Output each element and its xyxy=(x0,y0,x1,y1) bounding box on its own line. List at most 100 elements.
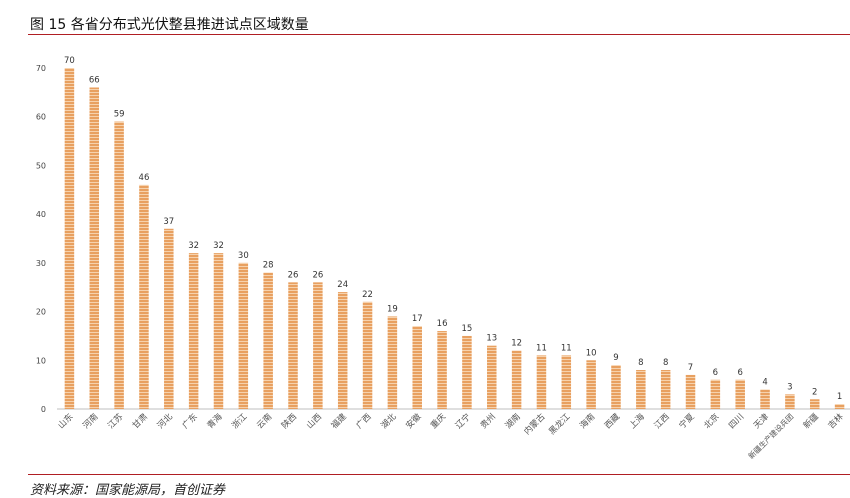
bar xyxy=(536,355,547,409)
category-label: 山西 xyxy=(304,411,324,431)
bar xyxy=(760,389,770,409)
bar xyxy=(412,326,422,409)
data-label: 28 xyxy=(263,261,274,271)
y-tick-label: 70 xyxy=(36,64,46,73)
data-label: 22 xyxy=(362,290,373,300)
data-label: 1 xyxy=(837,392,842,402)
y-tick-label: 0 xyxy=(41,405,46,414)
category-label: 江苏 xyxy=(105,411,125,431)
y-tick-label: 40 xyxy=(36,210,46,219)
bar xyxy=(188,253,199,409)
category-label: 西藏 xyxy=(602,411,622,431)
bar xyxy=(164,228,174,409)
bar xyxy=(785,394,795,409)
bar xyxy=(660,370,671,409)
data-label: 9 xyxy=(613,353,618,363)
category-label: 安徽 xyxy=(404,411,424,431)
bar xyxy=(636,370,646,409)
bar xyxy=(809,399,820,409)
bar xyxy=(586,360,596,409)
bar xyxy=(735,379,745,409)
data-label: 26 xyxy=(288,270,299,280)
category-label: 山东 xyxy=(56,411,76,431)
category-label: 湖南 xyxy=(503,411,523,431)
category-label: 辽宁 xyxy=(453,411,473,431)
data-label: 6 xyxy=(713,368,718,378)
data-label: 8 xyxy=(638,358,643,368)
bar xyxy=(487,345,497,409)
data-label: 7 xyxy=(688,363,693,373)
data-label: 8 xyxy=(663,358,668,368)
bar xyxy=(313,282,323,409)
data-label: 4 xyxy=(762,378,767,388)
bar xyxy=(685,374,696,409)
bar xyxy=(89,87,100,409)
category-label: 广东 xyxy=(180,411,200,431)
data-label: 30 xyxy=(238,251,249,261)
category-label: 甘肃 xyxy=(130,411,150,431)
bars xyxy=(64,68,845,409)
category-label: 广西 xyxy=(354,411,374,431)
bar xyxy=(238,262,249,409)
data-label: 13 xyxy=(486,334,497,344)
category-label: 贵州 xyxy=(478,411,498,431)
category-label: 重庆 xyxy=(428,411,448,431)
data-label: 66 xyxy=(89,75,100,85)
source-note: 资料来源：国家能源局，首创证券 xyxy=(30,483,226,498)
data-label: 10 xyxy=(586,348,597,358)
data-label: 37 xyxy=(163,217,174,227)
category-label: 湖北 xyxy=(379,412,398,431)
category-label: 河北 xyxy=(155,411,175,431)
bar xyxy=(362,301,373,409)
category-label: 四川 xyxy=(727,412,746,431)
footer-rule xyxy=(28,474,850,475)
data-label: 32 xyxy=(188,241,199,251)
data-label: 3 xyxy=(787,382,792,392)
data-label: 70 xyxy=(64,56,75,66)
category-label: 黑龙江 xyxy=(547,411,573,437)
y-tick-label: 30 xyxy=(36,259,46,268)
category-label: 陕西 xyxy=(279,411,299,431)
bar xyxy=(834,404,845,409)
data-label: 16 xyxy=(437,319,448,329)
bar xyxy=(337,292,348,409)
category-label: 内蒙古 xyxy=(522,411,548,437)
bar xyxy=(437,331,447,409)
category-label: 北京 xyxy=(702,411,722,431)
y-axis-ticks: 0 10 20 30 40 50 60 70 xyxy=(36,64,46,414)
bar xyxy=(263,272,273,409)
bar xyxy=(387,316,398,409)
category-label: 宁夏 xyxy=(677,411,697,431)
data-label: 15 xyxy=(462,324,473,334)
y-tick-label: 50 xyxy=(36,161,46,170)
bar xyxy=(710,379,721,409)
bar xyxy=(114,121,124,409)
data-label: 11 xyxy=(561,343,572,353)
y-tick-label: 20 xyxy=(36,308,46,317)
data-label: 24 xyxy=(337,280,348,290)
bar xyxy=(511,350,522,409)
data-label: 12 xyxy=(511,339,522,349)
data-label: 59 xyxy=(114,110,125,120)
bar xyxy=(64,68,75,409)
category-label: 浙江 xyxy=(230,411,250,431)
data-label: 6 xyxy=(737,368,742,378)
bar xyxy=(561,355,572,409)
data-label: 11 xyxy=(536,343,547,353)
title-rule xyxy=(28,34,850,35)
category-label: 上海 xyxy=(627,411,647,431)
y-tick-label: 10 xyxy=(36,356,46,365)
figure-title: 图 15 各省分布式光伏整县推进试点区域数量 xyxy=(30,17,309,33)
bar xyxy=(213,253,224,409)
category-label: 江西 xyxy=(653,412,672,431)
data-label: 19 xyxy=(387,304,398,314)
bar xyxy=(288,282,298,409)
category-label: 吉林 xyxy=(826,411,846,431)
category-label: 青海 xyxy=(205,411,225,431)
data-label: 26 xyxy=(312,270,323,280)
data-label: 17 xyxy=(412,314,423,324)
data-label: 46 xyxy=(139,173,150,183)
category-label: 福建 xyxy=(329,411,349,431)
